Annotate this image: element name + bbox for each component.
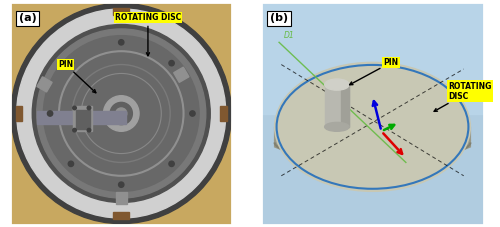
Bar bbox=[116, 192, 127, 204]
Bar bbox=[174, 67, 189, 82]
Circle shape bbox=[68, 60, 73, 66]
Text: PIN: PIN bbox=[58, 60, 96, 93]
Text: (b): (b) bbox=[270, 13, 288, 23]
Ellipse shape bbox=[324, 122, 349, 131]
Circle shape bbox=[11, 3, 232, 224]
Circle shape bbox=[73, 106, 76, 110]
Polygon shape bbox=[460, 127, 470, 151]
Circle shape bbox=[48, 111, 52, 116]
Bar bbox=[220, 106, 227, 121]
Circle shape bbox=[87, 106, 91, 110]
Bar bbox=[37, 77, 52, 92]
Bar bbox=[324, 85, 349, 127]
Circle shape bbox=[118, 40, 124, 45]
Ellipse shape bbox=[274, 62, 470, 191]
Bar bbox=[74, 106, 92, 131]
Polygon shape bbox=[274, 127, 285, 151]
Circle shape bbox=[44, 36, 199, 191]
Circle shape bbox=[118, 182, 124, 187]
Bar bbox=[262, 2, 484, 114]
Circle shape bbox=[169, 60, 174, 66]
Circle shape bbox=[110, 102, 132, 125]
Circle shape bbox=[169, 161, 174, 167]
Circle shape bbox=[87, 128, 91, 132]
Circle shape bbox=[73, 128, 76, 132]
Circle shape bbox=[190, 111, 195, 116]
Circle shape bbox=[68, 161, 73, 167]
Text: ROTATING
DISC: ROTATING DISC bbox=[434, 81, 492, 111]
Bar bbox=[36, 111, 126, 123]
Text: D1: D1 bbox=[284, 31, 294, 40]
Circle shape bbox=[32, 25, 210, 202]
Ellipse shape bbox=[274, 121, 470, 160]
Circle shape bbox=[36, 29, 206, 198]
Ellipse shape bbox=[324, 79, 349, 90]
Text: ROTATING DISC: ROTATING DISC bbox=[115, 13, 181, 56]
Bar bbox=[76, 110, 90, 129]
Bar bbox=[114, 212, 129, 219]
Circle shape bbox=[16, 9, 226, 218]
Text: (a): (a) bbox=[19, 13, 36, 23]
Text: PIN: PIN bbox=[350, 58, 399, 85]
Bar bbox=[114, 8, 129, 15]
Circle shape bbox=[116, 108, 127, 119]
Circle shape bbox=[104, 96, 139, 131]
Bar bbox=[342, 85, 349, 127]
Bar bbox=[16, 106, 22, 121]
